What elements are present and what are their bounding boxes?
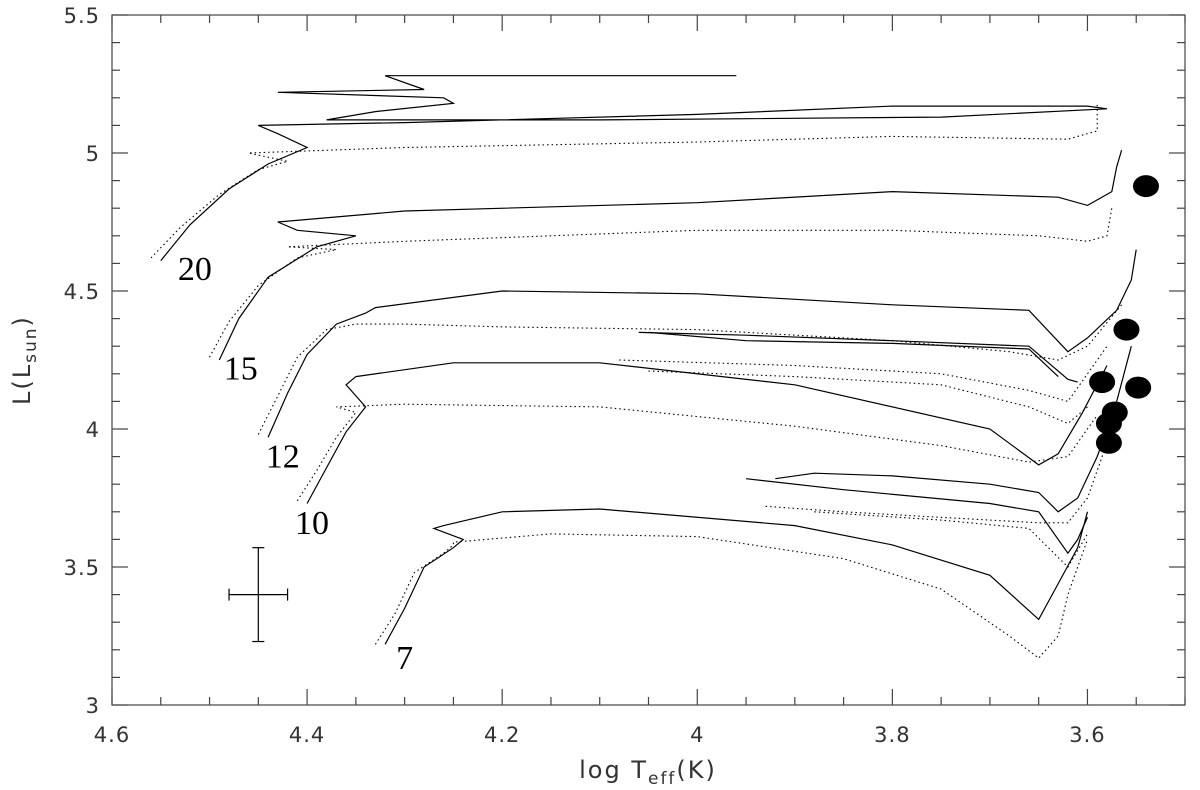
mass-label: 7 [396, 640, 413, 677]
track-line-dotted [150, 103, 1098, 259]
observed-star-point [1132, 175, 1159, 198]
mass-labels: 20 15 12 10 7 [178, 251, 413, 677]
tick-labels: 4.6 4.4 4.2 4 3.8 3.6 3 3.5 4 4.5 5 5.5 [64, 4, 1105, 747]
x-tick-label: 4.4 [289, 723, 325, 747]
x-axis-title-sub: eff [648, 769, 676, 789]
track-line-solid [306, 362, 1108, 504]
track-line-dotted [374, 533, 1089, 659]
track-line-solid [638, 331, 1078, 383]
y-axis-title-prefix: L(L [8, 363, 36, 405]
mass-label: 10 [295, 505, 329, 542]
track-line-solid [775, 346, 1132, 513]
observed-star-point [1089, 371, 1116, 394]
mass-label: 12 [266, 439, 300, 476]
mass-label: 20 [178, 251, 212, 288]
observed-star-point [1095, 431, 1122, 454]
observed-star-point [1095, 412, 1122, 435]
observed-stars [1089, 175, 1159, 454]
x-tick-label: 4.6 [94, 723, 130, 747]
track-line-dotted [296, 403, 1098, 502]
track-line-dotted [619, 345, 1108, 403]
track-line-solid [218, 150, 1123, 361]
y-tick-label: 3 [86, 694, 100, 718]
track-line-solid [160, 75, 1108, 261]
observed-star-point [1125, 376, 1152, 399]
track-line-dotted [648, 370, 1088, 425]
x-axis-title-suffix: (K) [676, 756, 716, 784]
track-line-solid [648, 331, 1059, 378]
x-tick-label: 3.6 [1069, 723, 1105, 747]
y-tick-label: 5.5 [64, 4, 100, 28]
error-bar [228, 547, 289, 643]
y-tick-label: 4 [86, 418, 100, 442]
y-tick-label: 4.5 [64, 280, 100, 304]
x-tick-label: 3.8 [874, 723, 910, 747]
evolutionary-tracks [150, 75, 1137, 659]
track-line-dotted [765, 442, 1108, 524]
mass-label: 15 [224, 350, 258, 387]
x-axis-title: log Teff(K) [579, 756, 717, 789]
track-line-dotted [209, 208, 1113, 358]
x-axis-title-prefix: log T [579, 756, 648, 784]
x-tick-label: 4.2 [484, 723, 520, 747]
y-tick-label: 3.5 [64, 556, 100, 580]
axis-ticks [111, 14, 1186, 706]
x-tick-label: 4 [690, 723, 704, 747]
track-line-dotted [257, 304, 1123, 435]
track-line-solid [384, 508, 1089, 645]
observed-star-point [1113, 318, 1140, 341]
y-axis-title-suffix: ) [8, 315, 36, 326]
track-line-solid [267, 249, 1137, 438]
y-axis-title: L(Lsun) [8, 315, 41, 405]
track-line-dotted [814, 511, 1088, 568]
track-line-solid [745, 478, 1089, 555]
y-axis-title-sub: sun [21, 326, 41, 362]
plot-frame [111, 14, 1186, 706]
y-tick-label: 5 [86, 142, 100, 166]
